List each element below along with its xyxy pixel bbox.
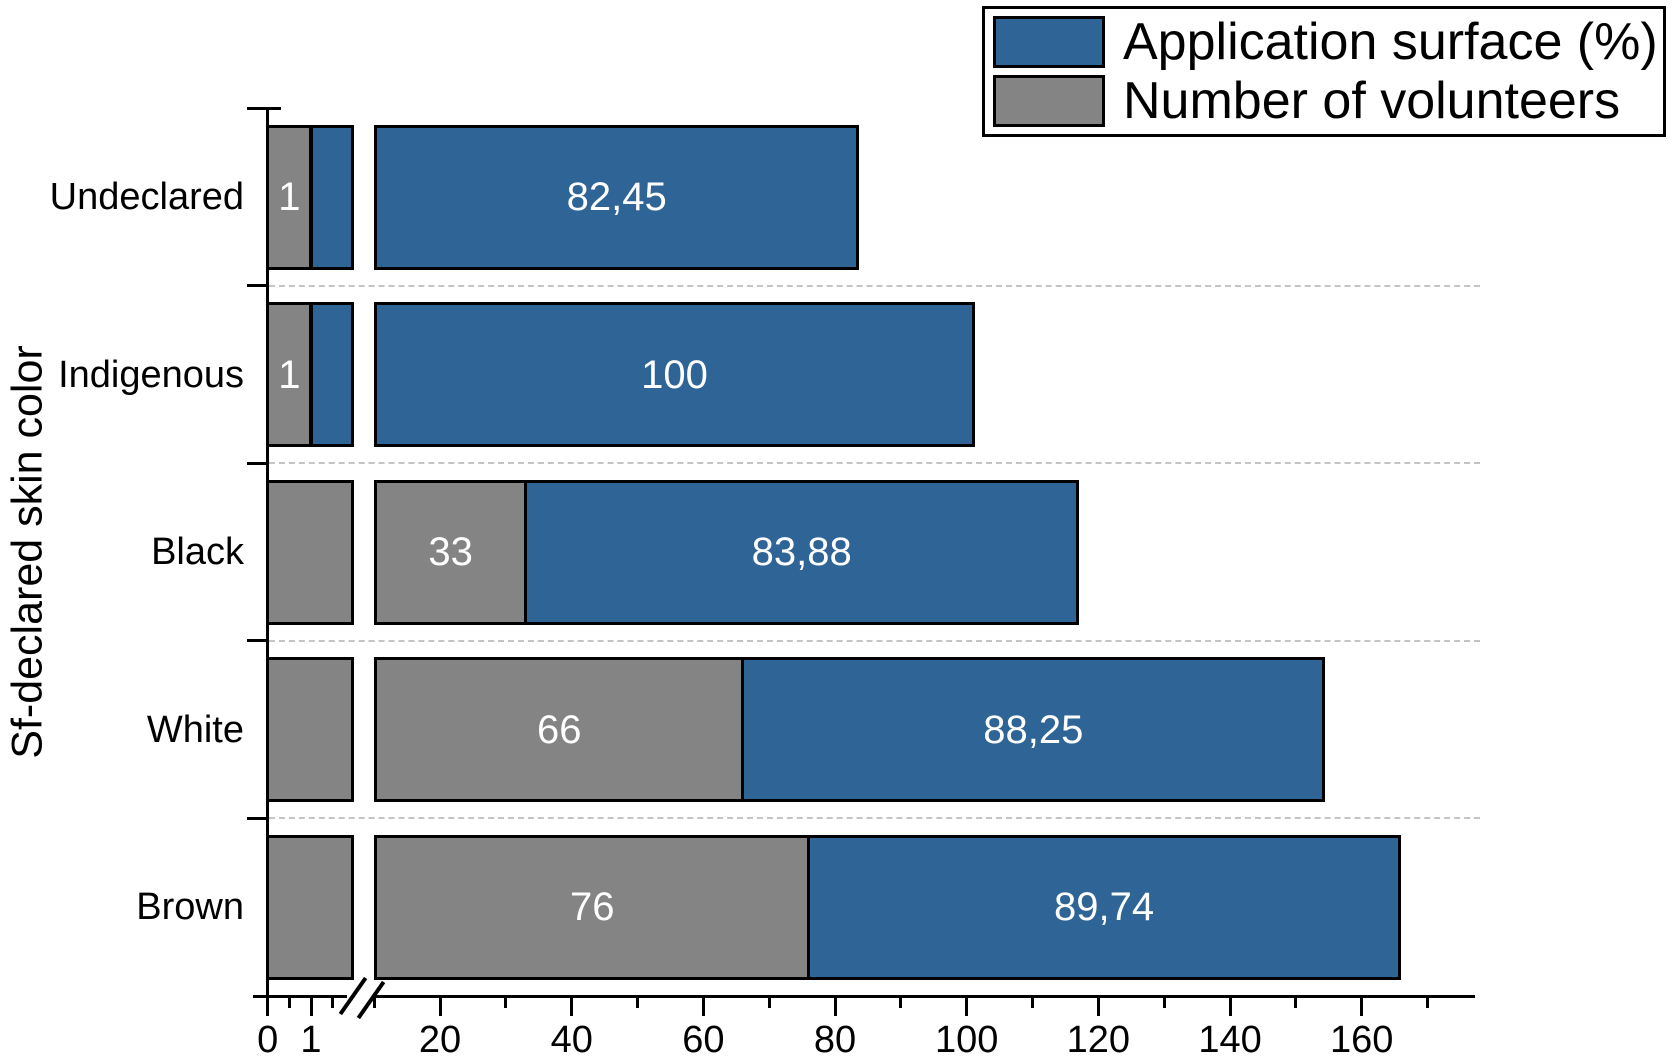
x-axis-tick-label: 0 xyxy=(257,1019,279,1061)
y-axis-tick xyxy=(247,461,268,465)
category-label: White xyxy=(146,708,244,751)
bar-value-label: 82,45 xyxy=(566,175,667,219)
bar-segment-surface xyxy=(309,302,355,447)
bar-segment-volunteers xyxy=(374,834,811,980)
x-axis-major-tick xyxy=(309,996,313,1016)
bar-value-label: 66 xyxy=(537,707,582,752)
legend-entry-application-surface: Application surface (%) xyxy=(993,13,1658,72)
x-axis-tick-label: 100 xyxy=(934,1019,999,1061)
bar-segment-surface xyxy=(309,124,355,270)
bar-value-label: 88,25 xyxy=(983,707,1084,752)
category-label: Undeclared xyxy=(49,176,244,218)
category-label: Black xyxy=(151,531,244,573)
category-label: Brown xyxy=(136,886,244,928)
y-axis-tick xyxy=(247,639,268,643)
x-axis-major-tick xyxy=(438,996,442,1016)
y-axis-line xyxy=(265,106,269,998)
bar-segment-volunteers xyxy=(266,479,355,625)
legend-label-volunteers: Number of volunteers xyxy=(1123,71,1621,130)
x-axis-tick-label: 160 xyxy=(1329,1019,1394,1061)
bar-segment-volunteers xyxy=(266,834,355,980)
bar-segment-surface xyxy=(741,657,1326,802)
legend-swatch-application-surface xyxy=(993,16,1105,69)
x-axis-major-tick xyxy=(833,996,837,1016)
y-axis-tick xyxy=(247,816,268,820)
x-axis-tick-label: 120 xyxy=(1066,1019,1131,1061)
x-axis-minor-tick xyxy=(287,996,291,1008)
x-axis-major-tick xyxy=(1360,996,1364,1016)
x-axis-minor-tick xyxy=(1031,996,1035,1008)
x-axis-minor-tick xyxy=(767,996,771,1008)
bar-segment-surface xyxy=(374,302,975,447)
bar-value-label: 76 xyxy=(569,885,615,929)
bar-segment-volunteers xyxy=(266,657,355,802)
legend-entry-volunteers: Number of volunteers xyxy=(993,73,1655,129)
row-separator-line xyxy=(269,284,1480,287)
x-axis-minor-tick xyxy=(1294,996,1298,1008)
x-axis-minor-tick xyxy=(331,996,335,1008)
bar-value-label: 1 xyxy=(278,352,301,397)
row-separator-line xyxy=(269,639,1480,642)
x-axis-minor-tick xyxy=(1426,996,1429,1008)
x-axis-tick-label: 1 xyxy=(300,1019,322,1061)
x-axis-minor-tick xyxy=(504,996,508,1008)
x-axis-minor-tick xyxy=(636,996,640,1008)
legend-label-application-surface: Application surface (%) xyxy=(1123,13,1658,72)
bar-value-label: 33 xyxy=(428,530,473,574)
x-axis-major-tick xyxy=(1096,996,1100,1016)
x-axis-tick-label: 140 xyxy=(1198,1019,1262,1061)
x-axis-tick-label: 60 xyxy=(682,1019,725,1061)
x-axis-minor-tick xyxy=(372,996,376,1008)
x-axis-major-tick xyxy=(1228,996,1232,1016)
category-label: Indigenous xyxy=(58,353,244,396)
bar-segment-volunteers xyxy=(374,657,745,802)
row-separator-line xyxy=(269,462,1480,465)
legend-swatch-volunteers xyxy=(993,74,1105,127)
bar-segment-surface xyxy=(807,834,1401,980)
bar-value-label: 1 xyxy=(278,175,301,219)
x-axis-major-tick xyxy=(266,996,270,1016)
legend: Application surface (%) Number of volunt… xyxy=(982,6,1666,137)
bar-value-label: 89,74 xyxy=(1054,885,1155,929)
x-axis-tick-label: 80 xyxy=(813,1019,857,1061)
bar-segment-surface xyxy=(374,124,860,270)
bar-segment-surface xyxy=(524,479,1080,625)
x-axis-major-tick xyxy=(701,996,705,1016)
x-axis-tick-label: 40 xyxy=(550,1019,593,1061)
row-separator-line xyxy=(269,817,1480,820)
bar-value-label: 100 xyxy=(641,352,708,397)
y-axis-tick xyxy=(247,106,281,110)
x-axis-major-tick xyxy=(570,996,574,1016)
x-axis-major-tick xyxy=(965,996,969,1016)
bar-value-label: 83,88 xyxy=(751,530,852,574)
y-axis-tick xyxy=(247,284,268,288)
x-axis-minor-tick xyxy=(1162,996,1166,1008)
x-axis-minor-tick xyxy=(899,996,903,1008)
x-axis-line-left-segment xyxy=(253,994,347,998)
x-axis-tick-label: 20 xyxy=(418,1019,462,1061)
x-axis-line-right-segment xyxy=(376,994,1475,998)
